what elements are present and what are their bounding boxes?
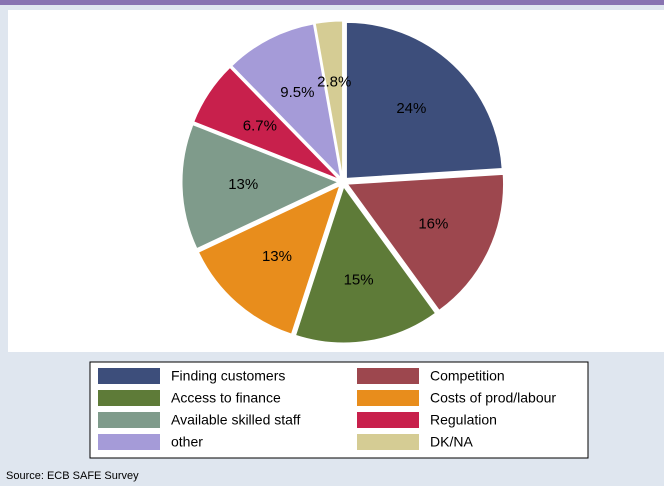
legend-label: Available skilled staff xyxy=(171,412,301,428)
slice-label: 15% xyxy=(344,272,374,289)
pie-slice xyxy=(181,124,340,250)
legend-label: Competition xyxy=(430,368,505,384)
slice-label: 16% xyxy=(418,215,448,232)
legend-swatch xyxy=(98,434,160,450)
pie-slice xyxy=(345,21,503,179)
legend-swatch xyxy=(98,412,160,428)
legend-swatch xyxy=(357,390,419,406)
pie-slice xyxy=(294,185,437,344)
slice-label: 2.8% xyxy=(317,74,351,91)
legend-label: Finding customers xyxy=(171,368,285,384)
slice-label: 13% xyxy=(228,176,258,193)
pie-slice xyxy=(314,20,344,178)
legend-swatch xyxy=(98,390,160,406)
legend-label: DK/NA xyxy=(430,434,473,450)
legend-swatch xyxy=(98,368,160,384)
top-band xyxy=(0,0,664,5)
legend-label: Costs of prod/labour xyxy=(430,390,556,406)
pie-slice xyxy=(193,66,340,180)
legend xyxy=(89,361,589,459)
legend-swatch xyxy=(357,412,419,428)
pie-slice xyxy=(231,23,342,180)
legend-swatch xyxy=(357,368,419,384)
legend-label: Regulation xyxy=(430,412,497,428)
legend-label: other xyxy=(171,434,203,450)
pie-slice xyxy=(197,184,341,335)
slice-label: 24% xyxy=(396,100,426,117)
pie-slice xyxy=(346,173,505,312)
legend-swatch xyxy=(357,434,419,450)
slice-label: 9.5% xyxy=(280,84,314,101)
source-note: Source: ECB SAFE Survey xyxy=(6,470,139,482)
slice-label: 6.7% xyxy=(243,118,277,135)
legend-label: Access to finance xyxy=(171,390,281,406)
slice-label: 13% xyxy=(262,248,292,265)
